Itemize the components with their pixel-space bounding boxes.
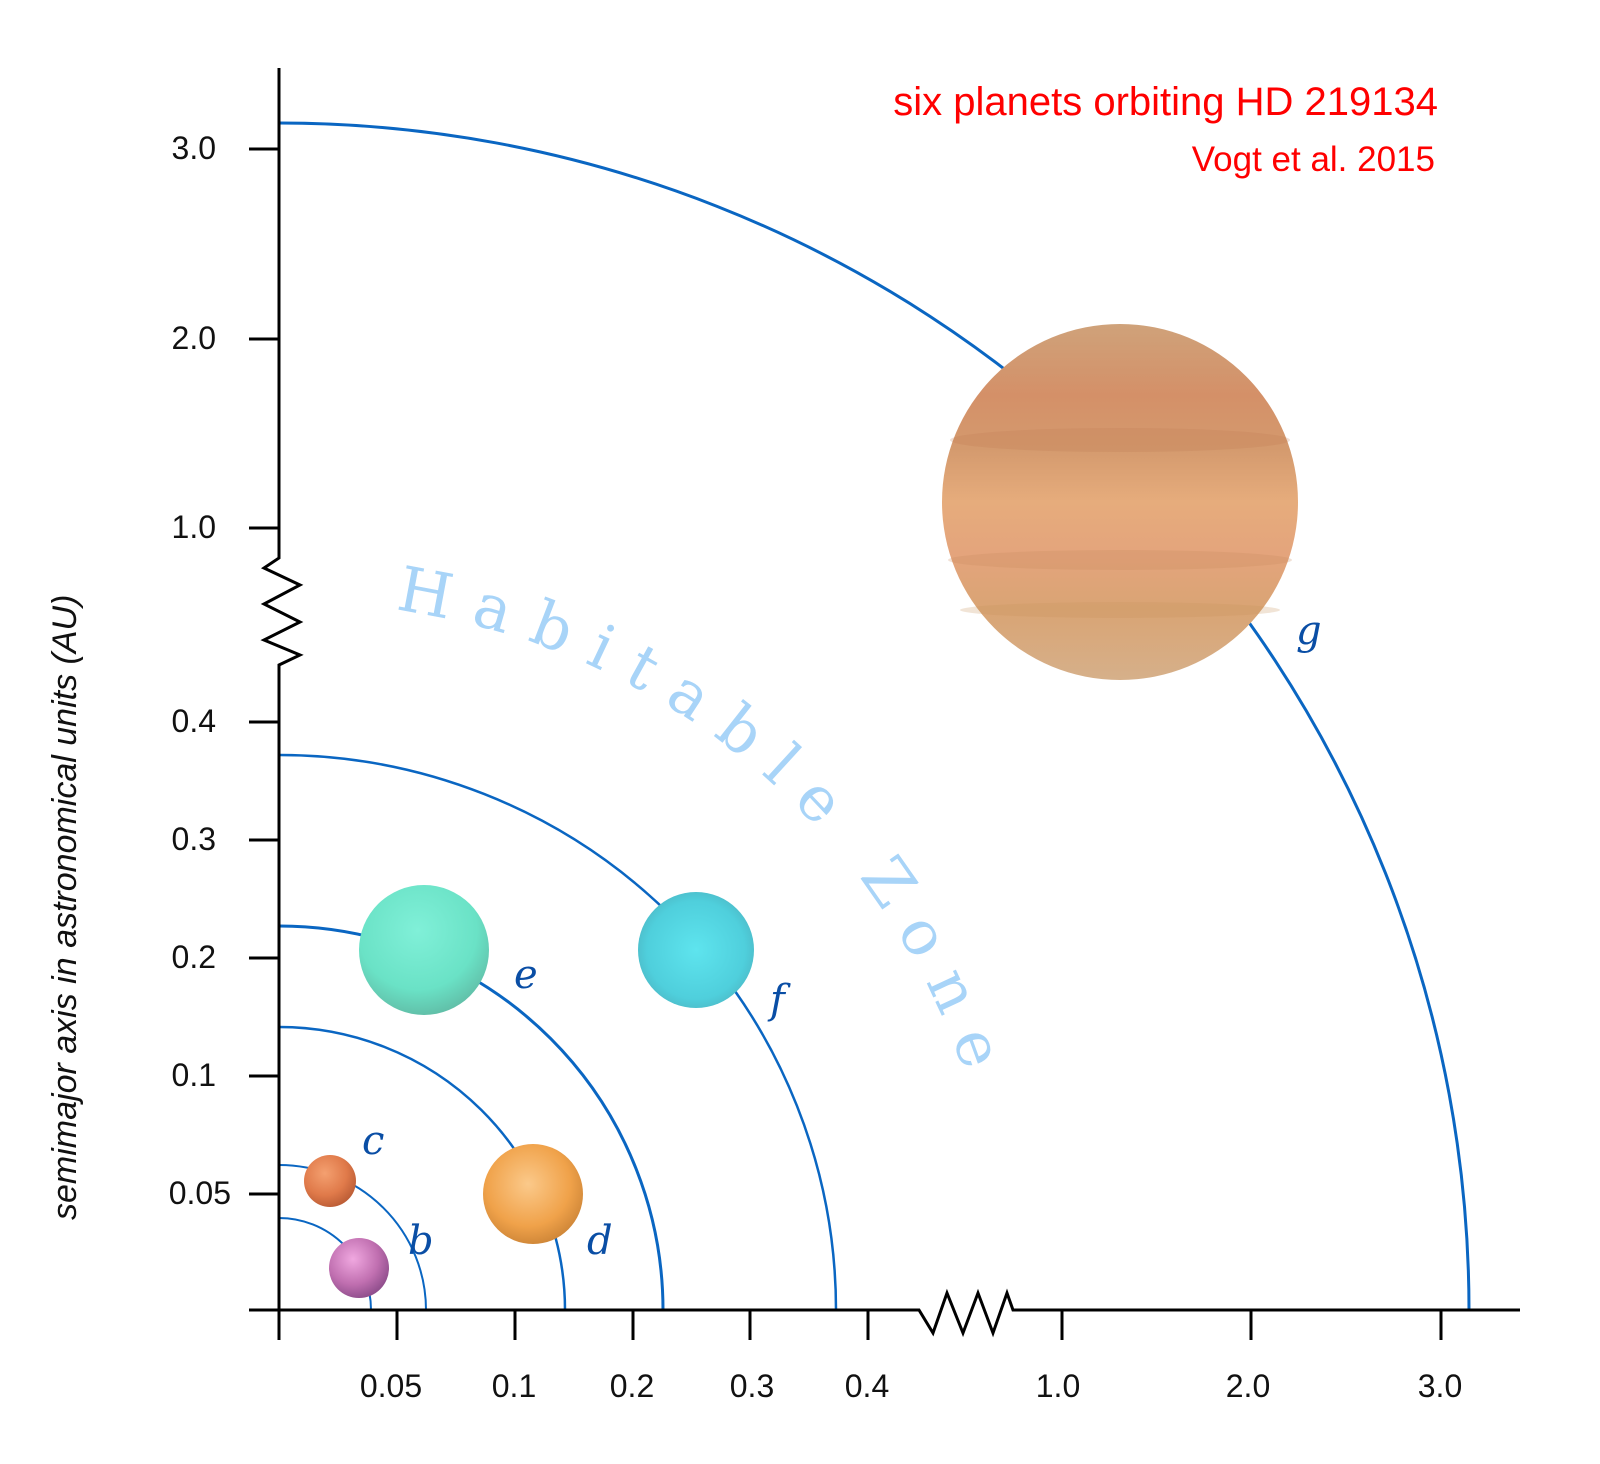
planet-label-g: g [1296, 608, 1322, 654]
planet-d [483, 1144, 583, 1244]
x-tick-label: 1.0 [1035, 1368, 1081, 1404]
planet-label-d: d [587, 1218, 613, 1264]
y-tick-label: 3.0 [171, 130, 216, 166]
x-axis [249, 1288, 1520, 1340]
x-tick-label: 0.1 [491, 1368, 537, 1404]
x-tick-label: 2.0 [1225, 1368, 1271, 1404]
orbit-g [278, 121, 1471, 1311]
y-axis-label: semimajor axis in astronomical units (AU… [46, 594, 84, 1220]
planet-label-b: b [408, 1218, 434, 1264]
x-tick-label: 0.3 [729, 1368, 775, 1404]
planet-b [329, 1238, 389, 1298]
orbit-d [278, 1025, 567, 1311]
planets [304, 324, 1298, 1298]
x-tick-label: 3.0 [1417, 1368, 1463, 1404]
planet-label-f: f [770, 977, 785, 1023]
y-tick-label: 0.4 [171, 703, 216, 739]
y-tick-label: 2.0 [171, 320, 216, 356]
planet-e [359, 885, 489, 1015]
y-tick-label: 0.05 [168, 1175, 231, 1211]
planet-label-c: c [362, 1118, 385, 1164]
chart-title: six planets orbiting HD 219134 [893, 80, 1438, 124]
habitable-zone-label: Habitable Zone [392, 552, 1026, 1098]
planet-g [942, 324, 1298, 680]
planet-g-bands [948, 428, 1292, 618]
x-tick-label: 0.05 [359, 1368, 423, 1404]
x-tick-label: 0.2 [609, 1368, 655, 1404]
y-axis [249, 68, 304, 1310]
planet-f [638, 892, 754, 1008]
y-tick-label: 1.0 [171, 509, 216, 545]
x-tick-label: 0.4 [844, 1368, 890, 1404]
planet-c [304, 1155, 356, 1207]
chart-subtitle: Vogt et al. 2015 [1191, 140, 1435, 179]
y-tick-label: 0.1 [171, 1057, 216, 1093]
y-tick-label: 0.3 [171, 821, 216, 857]
orbits [278, 121, 1471, 1311]
planet-label-e: e [514, 952, 538, 998]
y-tick-label: 0.2 [171, 939, 216, 975]
